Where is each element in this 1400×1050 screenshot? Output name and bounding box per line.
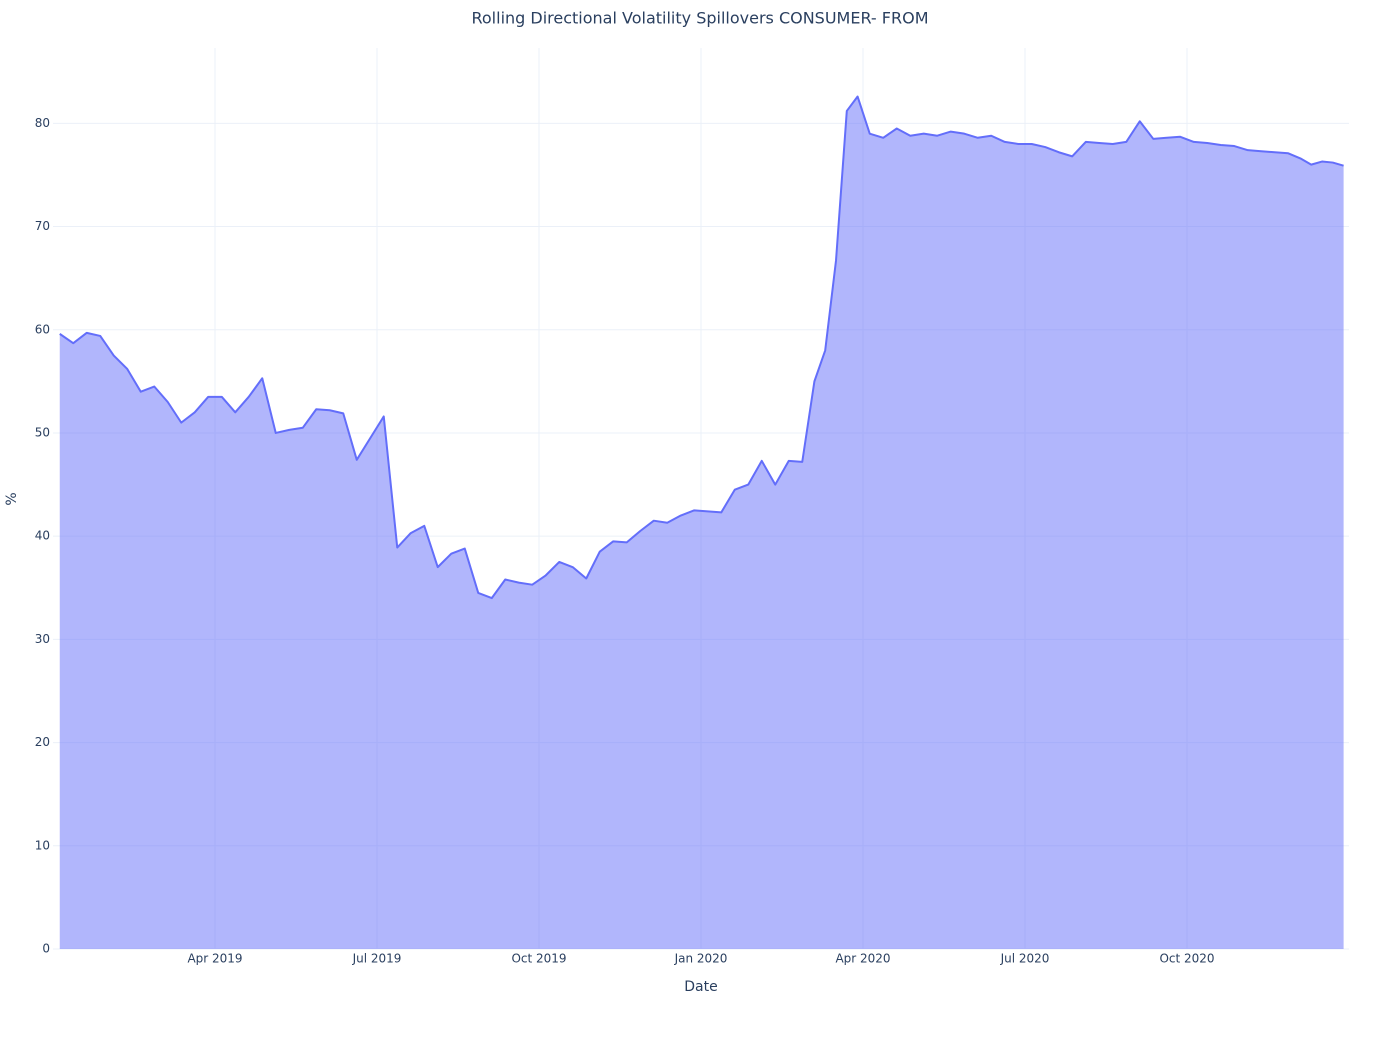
y-tick-label: 40 [35,529,50,543]
y-tick-label: 20 [35,735,50,749]
area-fill [59,96,1344,949]
y-tick-label: 10 [35,838,50,852]
y-tick-label: 60 [35,322,50,336]
area-line [59,95,1344,600]
x-tick-label: Jul 2020 [1000,952,1050,966]
x-tick-label: Jul 2019 [352,952,402,966]
x-tick-label: Oct 2019 [511,952,566,966]
y-tick-label: 80 [35,116,50,130]
y-axis-title: % [4,492,20,505]
x-tick-label: Apr 2020 [835,952,890,966]
x-axis-title: Date [684,979,717,995]
y-tick-label: 50 [35,425,50,439]
x-tick-label: Oct 2020 [1159,952,1214,966]
y-tick-label: 30 [35,632,50,646]
chart-title: Rolling Directional Volatility Spillover… [471,9,928,28]
y-tick-label: 70 [35,219,50,233]
y-tick-label: 0 [42,942,50,956]
x-tick-label: Jan 2020 [674,952,728,966]
x-tick-label: Apr 2019 [187,952,242,966]
